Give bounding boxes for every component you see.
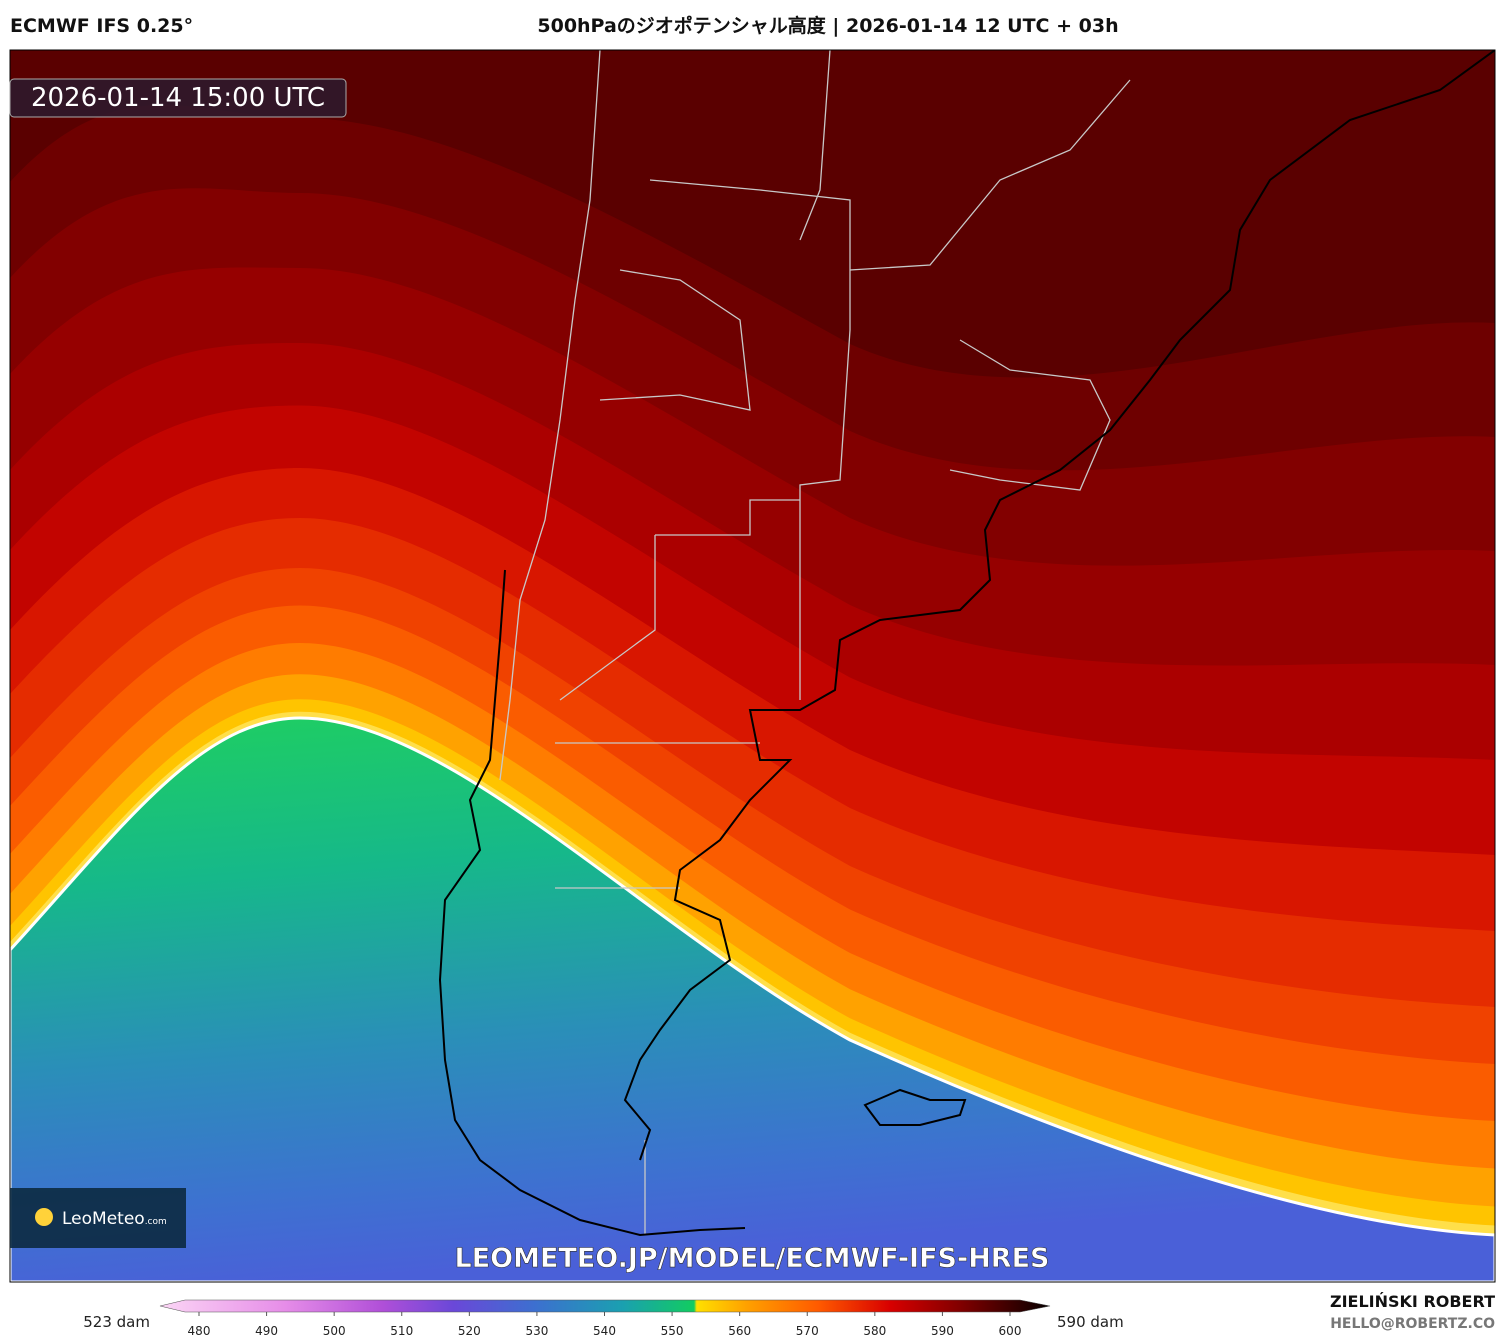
colorbar-tick-label: 590 — [931, 1324, 954, 1338]
logo-sun — [35, 1208, 53, 1226]
valid-time: 2026-01-14 15:00 UTC — [31, 83, 325, 113]
colorbar-tick-label: 580 — [863, 1324, 886, 1338]
map-frame — [9, 49, 1496, 1283]
borders — [499, 50, 1131, 1235]
colorbar-min: 523 dam — [83, 1313, 150, 1331]
author: ZIELIŃSKI ROBERT — [1330, 1292, 1495, 1311]
logo-text: LeoMeteo.com — [62, 1209, 167, 1229]
colorbar-tick-label: 530 — [525, 1324, 548, 1338]
contact: HELLO@ROBERTZ.CO — [1330, 1316, 1495, 1332]
height-bands — [10, 104, 1495, 1282]
colorbar-tick-label: 550 — [661, 1324, 684, 1338]
colorbar-tick-label: 500 — [323, 1324, 346, 1338]
logo-name: LeoMeteo — [62, 1209, 145, 1229]
colorbar-tick-label: 480 — [188, 1324, 211, 1338]
colorbar-tick-label: 540 — [593, 1324, 616, 1338]
colorbar-tick-label: 560 — [728, 1324, 751, 1338]
map-title: 500hPaのジオポテンシャル高度 | 2026-01-14 12 UTC + … — [537, 14, 1118, 37]
time-box — [9, 78, 347, 118]
colorbar-tick-label: 520 — [458, 1324, 481, 1338]
colorbar-tick-label: 570 — [796, 1324, 819, 1338]
colorbar-max: 590 dam — [1057, 1313, 1124, 1331]
model-label: ECMWF IFS 0.25° — [10, 15, 193, 37]
source-url: LEOMETEO.JP/MODEL/ECMWF-IFS-HRES — [455, 1243, 1050, 1274]
colorbar-tick-label: 490 — [255, 1324, 278, 1338]
colorbar: 523 dam 590 dam 480 490 500 510 520 530 540 550… — [83, 1299, 1124, 1338]
map — [10, 50, 1495, 1282]
logo-suffix: .com — [145, 1217, 167, 1227]
cold-core — [10, 716, 1495, 1282]
colorbar-ramp — [159, 1299, 1051, 1313]
colorbar-tick-label: 510 — [390, 1324, 413, 1338]
colorbar-tick-label: 600 — [999, 1324, 1022, 1338]
coastline — [438, 50, 1495, 1237]
